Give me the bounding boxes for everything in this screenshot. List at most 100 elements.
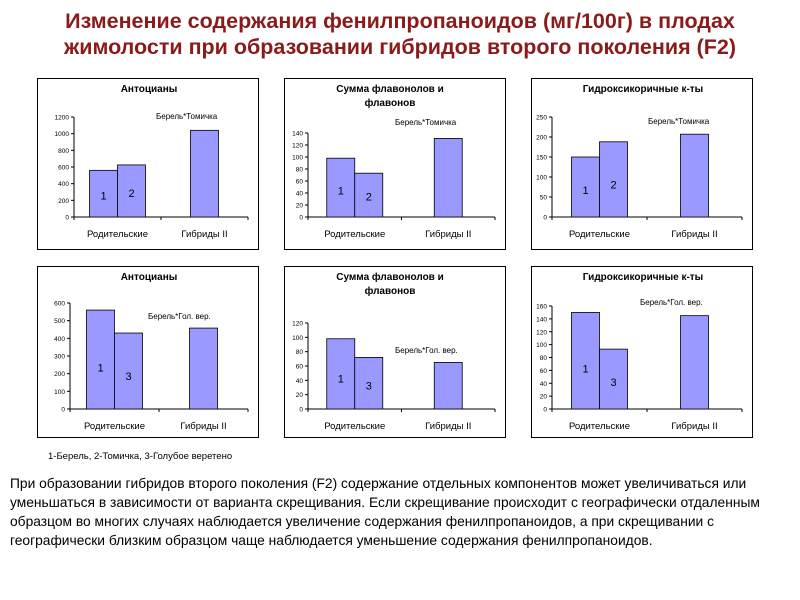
y-tick-label: 40	[296, 191, 304, 198]
chart-title: Сумма флавонолов и	[336, 83, 444, 95]
x-tick-label: Родительские	[324, 421, 385, 432]
y-tick-label: 120	[292, 321, 303, 328]
y-tick-label: 400	[54, 336, 65, 343]
bar	[117, 164, 146, 218]
bar-label: 2	[366, 191, 372, 203]
x-tick-label: Родительские	[84, 421, 145, 432]
bar	[354, 172, 384, 218]
chart-title: Антоцианы	[121, 84, 178, 95]
x-tick-label: Родительские	[569, 421, 630, 432]
chart-panel-1: Антоцианы 0 200 400 600 800 1000 1200 Родительск…	[37, 78, 259, 250]
bar-label: 3	[366, 380, 372, 392]
bar	[326, 157, 356, 218]
y-tick-label: 0	[65, 215, 69, 222]
y-tick-label: 600	[58, 165, 69, 172]
chart-title: Гидроксикоричные к-ты	[583, 84, 703, 95]
bar	[326, 338, 356, 410]
bar-label: 2	[128, 188, 134, 200]
chart-title: флавонов	[365, 97, 416, 109]
chart-svg: Антоцианы 0 200 400 600 800 1000 1200 Родительск…	[55, 84, 249, 240]
y-tick-label: 0	[299, 215, 303, 222]
bar	[680, 315, 709, 410]
chart-title: Антоцианы	[121, 272, 178, 283]
x-tick-label: Родительские	[324, 229, 385, 240]
bar-label: 1	[97, 362, 103, 374]
bar-label: 1	[338, 186, 344, 198]
chart-svg: Гидроксикоричные к-ты 0 20 40 60 80 100 120 140 1…	[536, 272, 743, 432]
y-tick-label: 120	[292, 143, 303, 150]
bar	[433, 362, 463, 410]
bar	[599, 141, 628, 218]
y-tick-label: 140	[536, 316, 547, 323]
y-tick-label: 0	[543, 407, 547, 414]
x-tick-label: Гибриды II	[425, 229, 471, 240]
y-tick-label: 120	[536, 329, 547, 336]
y-tick-label: 60	[296, 179, 304, 186]
bar	[680, 133, 709, 218]
chart-panel-3: Гидроксикоричные к-ты 0 50 100 150 200 250 Роди…	[531, 78, 753, 250]
bar-label: 1	[338, 373, 344, 385]
y-tick-label: 20	[540, 394, 548, 401]
bar-label: 1	[100, 190, 106, 202]
chart-panel-5: Сумма флавонолов и флавонов 0 20 40 60 80 100 12…	[284, 266, 506, 438]
y-tick-label: 60	[296, 364, 304, 371]
bar	[189, 327, 218, 410]
bar	[571, 312, 600, 410]
y-tick-label: 400	[58, 181, 69, 188]
y-tick-label: 100	[292, 155, 303, 162]
bar	[433, 138, 463, 218]
y-tick-label: 200	[54, 371, 65, 378]
y-tick-label: 0	[299, 407, 303, 414]
y-tick-label: 600	[54, 301, 65, 308]
chart-panel-6: Гидроксикоричные к-ты 0 20 40 60 80 100 120 140 1…	[531, 266, 753, 438]
bar-label: 1	[582, 363, 588, 375]
bar	[571, 156, 600, 218]
y-tick-label: 300	[54, 354, 65, 361]
chart-svg: Гидроксикоричные к-ты 0 50 100 150 200 250 Роди…	[536, 84, 743, 240]
chart-svg: Сумма флавонолов ифлавонов02040608010012…	[292, 83, 496, 240]
x-tick-label: Гибриды II	[180, 421, 226, 432]
y-tick-label: 500	[54, 318, 65, 325]
chart-title: Гидроксикоричные к-ты	[583, 272, 703, 283]
y-tick-label: 100	[54, 389, 65, 396]
y-tick-label: 20	[296, 392, 304, 399]
y-tick-label: 250	[536, 115, 547, 122]
y-tick-label: 150	[536, 155, 547, 162]
y-tick-label: 200	[58, 198, 69, 205]
bar-label: 1	[582, 185, 588, 197]
y-tick-label: 0	[543, 215, 547, 222]
x-tick-label: Гибриды II	[425, 421, 471, 432]
y-tick-label: 100	[292, 335, 303, 342]
y-tick-label: 60	[540, 368, 548, 375]
bar-label: 3	[125, 371, 131, 383]
bar	[599, 348, 628, 410]
page-title: Изменение содержания фенилпропаноидов (м…	[0, 8, 800, 60]
bar-label: 2	[610, 179, 616, 191]
y-tick-label: 80	[296, 167, 304, 174]
bar	[354, 357, 384, 410]
description-text: При образовании гибридов второго поколен…	[10, 476, 760, 548]
chart-annotation: Берель*Томичка	[648, 117, 710, 126]
chart-panel-2: Сумма флавонолов и флавонов 0 20 40 60 80 100 12…	[284, 78, 506, 250]
page-title-line-1: Изменение содержания фенилпропаноидов (м…	[65, 9, 735, 33]
y-tick-label: 1000	[55, 131, 70, 138]
y-tick-label: 800	[58, 148, 69, 155]
page-title-line-2: жимолости при образовании гибридов второ…	[63, 35, 736, 59]
x-tick-label: Гибриды II	[671, 229, 717, 240]
chart-svg: Антоцианы 0 100 200 300 400 500 600 Родительские…	[54, 272, 249, 432]
y-tick-label: 40	[296, 378, 304, 385]
bar	[86, 309, 115, 410]
chart-annotation: Берель*Томичка	[156, 112, 218, 121]
y-tick-label: 0	[61, 407, 65, 414]
y-tick-label: 80	[296, 349, 304, 356]
x-tick-label: Гибриды II	[181, 229, 227, 240]
chart-annotation: Берель*Гол. вер.	[395, 346, 458, 355]
x-tick-label: Родительские	[87, 229, 148, 240]
chart-annotation: Берель*Гол. вер.	[640, 298, 703, 307]
x-tick-label: Гибриды II	[671, 421, 717, 432]
y-tick-label: 100	[536, 342, 547, 349]
y-tick-label: 1200	[55, 115, 70, 122]
chart-annotation: Берель*Томичка	[395, 118, 457, 127]
chart-title: флавонов	[365, 285, 416, 297]
bar	[114, 332, 143, 410]
